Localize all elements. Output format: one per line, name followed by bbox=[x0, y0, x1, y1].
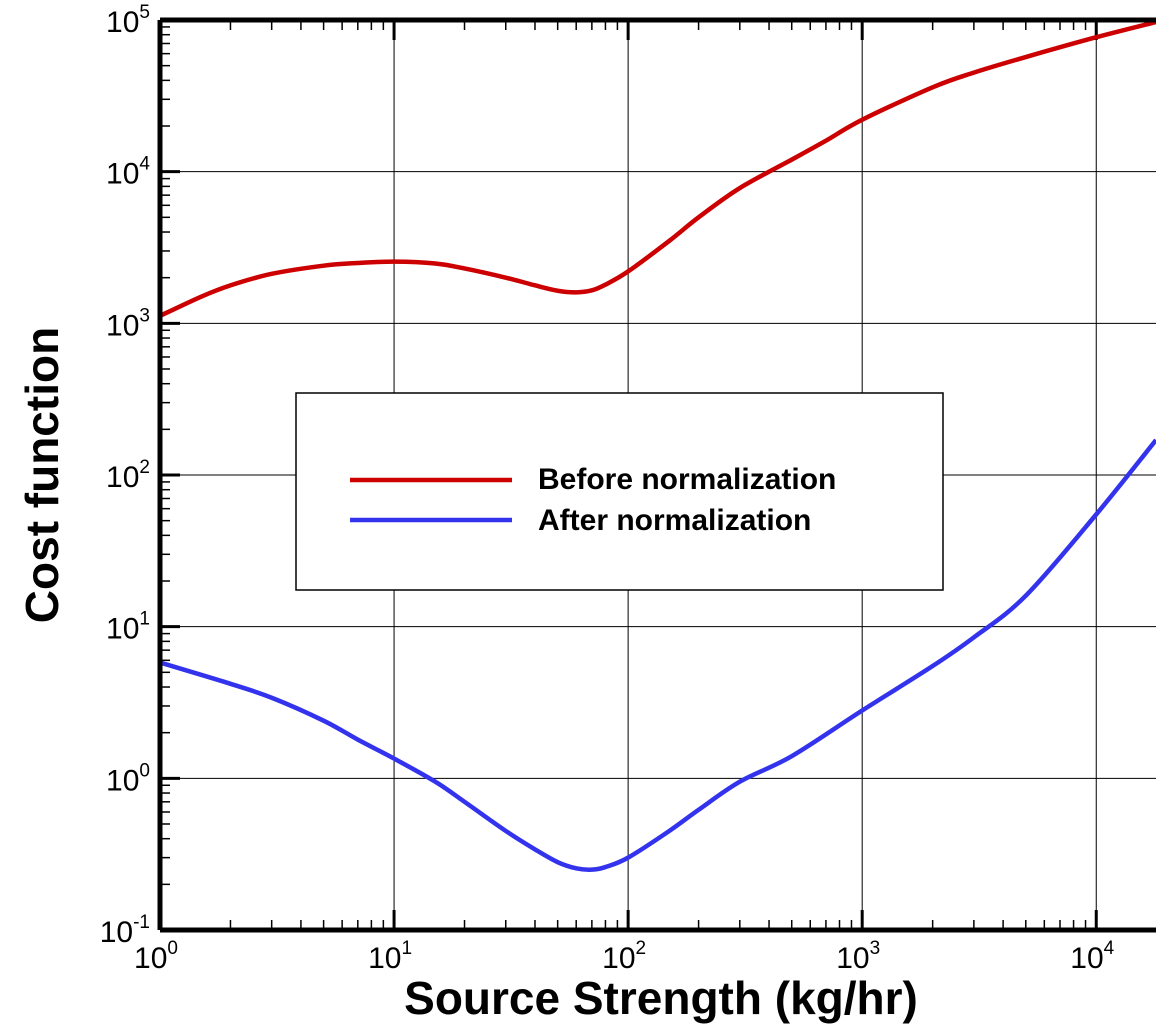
series-line-before-normalization bbox=[160, 20, 1156, 318]
x-tick-label: 101 bbox=[368, 938, 412, 975]
y-tick-label: 100 bbox=[106, 760, 150, 797]
x-tick-label: 102 bbox=[602, 938, 646, 975]
series-layer bbox=[160, 20, 1156, 872]
y-tick-label: 101 bbox=[106, 609, 150, 646]
y-tick-label: 103 bbox=[106, 305, 150, 342]
legend-label-after: After normalization bbox=[538, 504, 811, 537]
y-tick-label: 102 bbox=[106, 457, 150, 494]
x-tick-label: 104 bbox=[1070, 938, 1114, 975]
y-tick-label: 104 bbox=[106, 154, 150, 191]
y-axis-title: Cost function bbox=[16, 327, 68, 623]
x-tick-label: 100 bbox=[134, 938, 178, 975]
y-tick-label: 105 bbox=[106, 2, 150, 39]
y-tick-label: 10-1 bbox=[100, 912, 150, 949]
legend: Before normalization After normalization bbox=[295, 392, 944, 591]
series-line-after-normalization bbox=[160, 438, 1156, 872]
legend-box bbox=[295, 392, 944, 591]
x-axis-title: Source Strength (kg/hr) bbox=[404, 972, 918, 1024]
plot-frame bbox=[157, 17, 1156, 933]
legend-label-before: Before normalization bbox=[538, 463, 836, 496]
x-tick-label: 103 bbox=[836, 938, 880, 975]
